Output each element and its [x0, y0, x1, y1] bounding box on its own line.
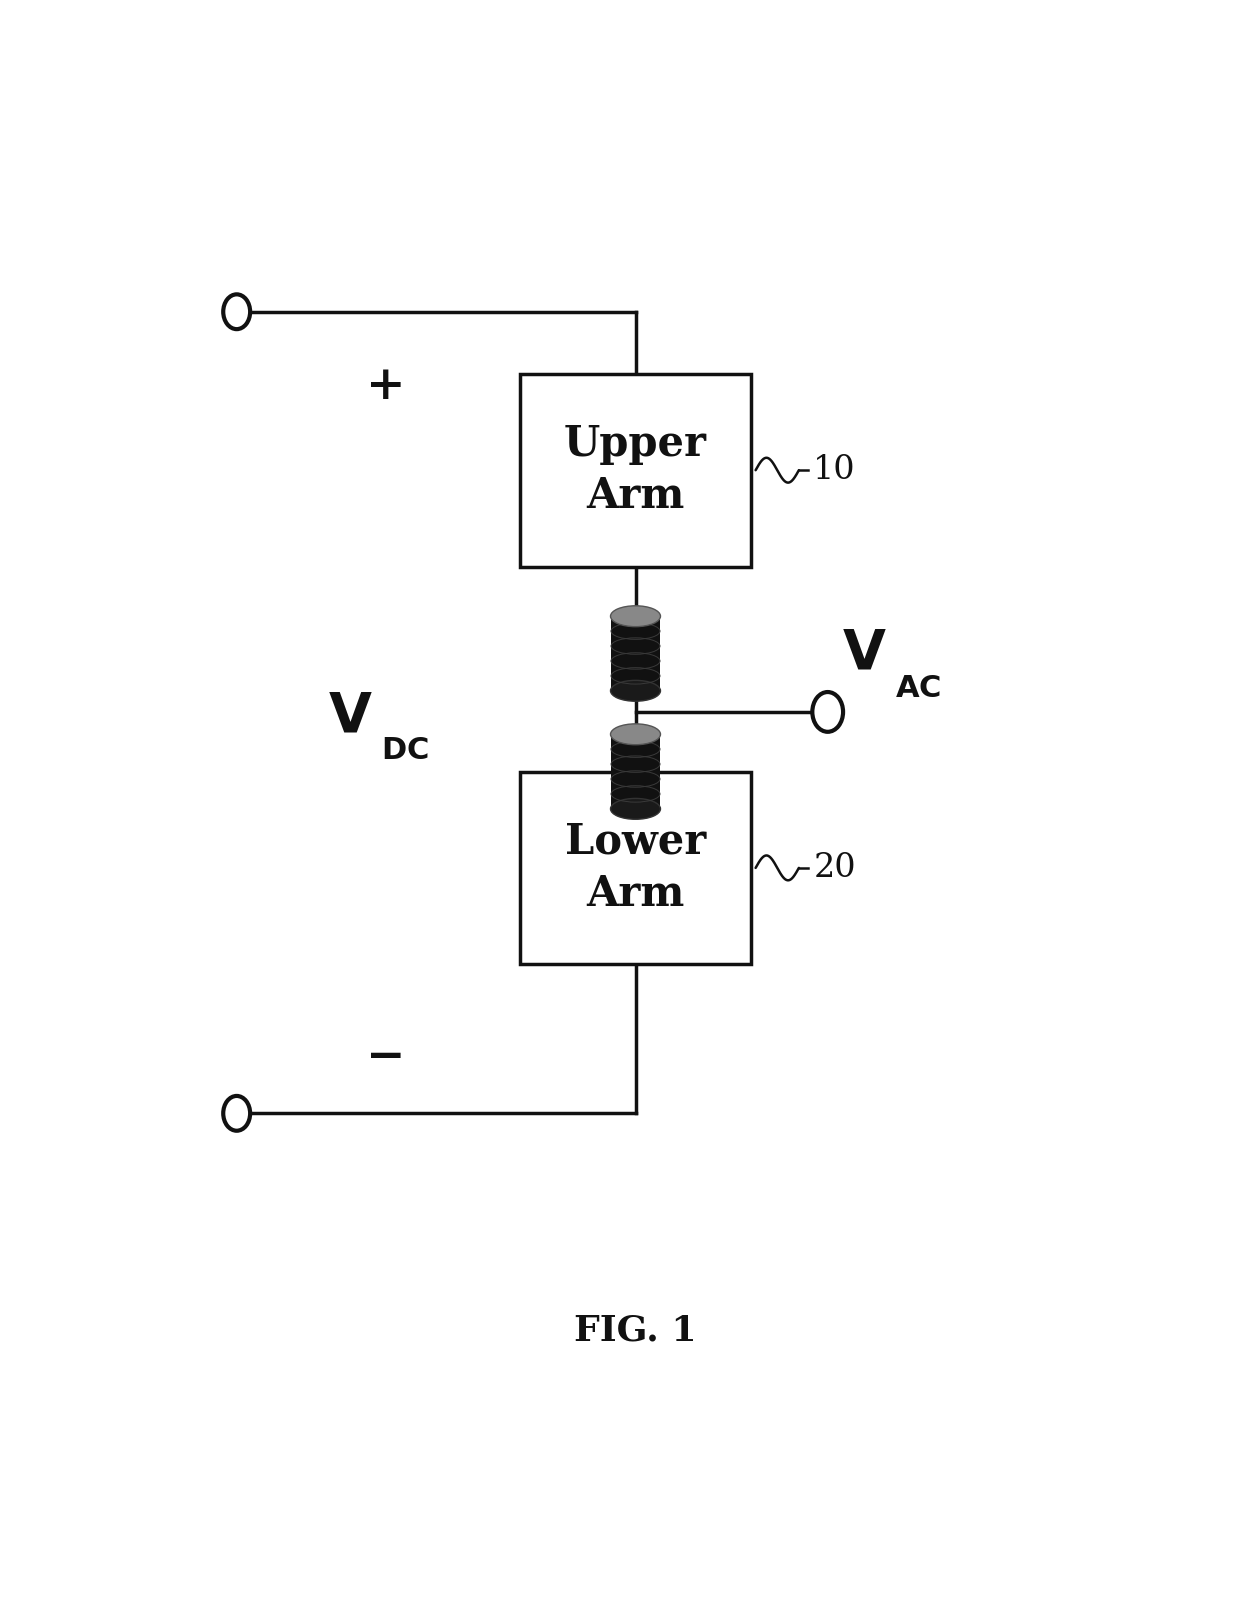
Text: Lower
Arm: Lower Arm — [565, 822, 706, 915]
Text: +: + — [366, 363, 405, 410]
Bar — [521, 771, 751, 964]
Text: 20: 20 — [813, 852, 856, 884]
Ellipse shape — [610, 681, 661, 700]
Text: $\mathbf{V}$: $\mathbf{V}$ — [327, 688, 373, 742]
FancyBboxPatch shape — [610, 617, 661, 691]
Text: $\mathbf{V}$: $\mathbf{V}$ — [842, 626, 887, 681]
Ellipse shape — [610, 723, 661, 744]
Text: $\mathbf{DC}$: $\mathbf{DC}$ — [381, 734, 429, 767]
Text: −: − — [366, 1035, 405, 1080]
Circle shape — [223, 294, 250, 329]
FancyBboxPatch shape — [610, 734, 661, 809]
Text: Upper
Arm: Upper Arm — [564, 423, 707, 516]
Text: FIG. 1: FIG. 1 — [574, 1314, 697, 1348]
Circle shape — [812, 692, 843, 731]
Circle shape — [223, 1096, 250, 1131]
Text: 10: 10 — [813, 454, 856, 486]
Ellipse shape — [610, 605, 661, 626]
Text: $\mathbf{AC}$: $\mathbf{AC}$ — [895, 673, 941, 704]
Bar — [521, 374, 751, 567]
Ellipse shape — [610, 799, 661, 820]
